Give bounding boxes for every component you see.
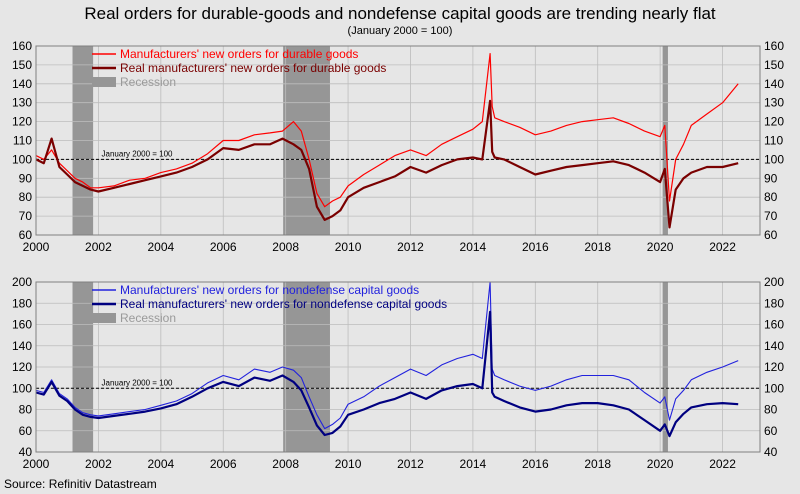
y-tick-label-right-90: 90 — [764, 171, 778, 185]
y-tick-label-left-140: 140 — [12, 339, 32, 353]
x-tick-label-2004: 2004 — [147, 240, 174, 254]
y-tick-label-left-80: 80 — [19, 190, 33, 204]
x-tick-label-2016: 2016 — [522, 457, 549, 471]
x-tick-label-2022: 2022 — [709, 240, 736, 254]
x-tick-label-2000: 2000 — [23, 457, 50, 471]
y-tick-label-right-70: 70 — [764, 209, 778, 223]
x-tick-label-2008: 2008 — [272, 240, 299, 254]
x-tick-label-2006: 2006 — [210, 457, 237, 471]
x-tick-label-2022: 2022 — [709, 457, 736, 471]
y-tick-label-left-40: 40 — [19, 445, 33, 459]
y-tick-label-left-90: 90 — [19, 171, 33, 185]
y-tick-label-left-100: 100 — [12, 381, 32, 395]
plot-border — [35, 281, 761, 453]
series-line-1 — [35, 52, 739, 208]
y-tick-label-right-80: 80 — [764, 403, 778, 417]
y-tick-label-right-110: 110 — [764, 134, 783, 148]
reference-line-label: January 2000 = 100 — [102, 378, 173, 387]
plot-border — [35, 45, 761, 236]
chart-panel-2: 40 40 60 60 80 80 100 100 120 120 140 140 160 160 180 1… — [12, 275, 784, 471]
y-tick-label-left-160: 160 — [12, 39, 32, 53]
x-tick-label-2010: 2010 — [335, 457, 362, 471]
y-tick-label-right-160: 160 — [764, 318, 784, 332]
x-tick-label-2020: 2020 — [647, 457, 674, 471]
y-tick-label-left-180: 180 — [12, 296, 32, 310]
source-note: Source: Refinitiv Datastream — [4, 477, 157, 491]
y-tick-label-right-180: 180 — [764, 296, 784, 310]
y-tick-label-left-80: 80 — [19, 403, 33, 417]
legend-swatch-recession — [92, 77, 116, 87]
y-tick-label-right-150: 150 — [764, 58, 784, 72]
legend-label-recession: Recession — [120, 311, 176, 325]
y-tick-label-right-100: 100 — [764, 152, 784, 166]
y-tick-label-right-40: 40 — [764, 445, 778, 459]
x-tick-label-2008: 2008 — [272, 457, 299, 471]
y-tick-label-right-130: 130 — [764, 96, 784, 110]
y-tick-label-left-120: 120 — [12, 360, 32, 374]
y-tick-label-right-140: 140 — [764, 339, 784, 353]
series-line-2 — [35, 310, 739, 438]
x-tick-label-2018: 2018 — [584, 457, 611, 471]
x-tick-label-2020: 2020 — [647, 240, 674, 254]
y-tick-label-right-160: 160 — [764, 39, 784, 53]
y-tick-label-right-60: 60 — [764, 424, 778, 438]
x-tick-label-2014: 2014 — [460, 240, 487, 254]
y-tick-label-left-120: 120 — [12, 115, 32, 129]
y-tick-label-left-160: 160 — [12, 318, 32, 332]
y-tick-label-right-60: 60 — [764, 228, 778, 242]
y-tick-label-right-120: 120 — [764, 115, 784, 129]
x-tick-label-2012: 2012 — [397, 457, 424, 471]
y-tick-label-left-70: 70 — [19, 209, 33, 223]
y-tick-label-right-120: 120 — [764, 360, 784, 374]
series-line-2 — [35, 99, 739, 229]
y-tick-label-left-150: 150 — [12, 58, 32, 72]
y-tick-label-right-140: 140 — [764, 77, 784, 91]
x-tick-label-2004: 2004 — [147, 457, 174, 471]
y-tick-label-left-130: 130 — [12, 96, 32, 110]
y-tick-label-left-100: 100 — [12, 152, 32, 166]
x-tick-label-2014: 2014 — [460, 457, 487, 471]
chart-panel-1: 60 60 70 70 80 80 90 90 100 100 110 110 120 120 130 130… — [12, 39, 784, 254]
chart-title: Real orders for durable-goods and nondef… — [84, 4, 716, 23]
x-tick-label-2002: 2002 — [85, 240, 112, 254]
y-tick-label-left-200: 200 — [12, 275, 32, 289]
reference-line-label: January 2000 = 100 — [102, 149, 173, 158]
y-tick-label-left-60: 60 — [19, 424, 33, 438]
x-tick-label-2018: 2018 — [584, 240, 611, 254]
x-tick-label-2016: 2016 — [522, 240, 549, 254]
y-tick-label-right-200: 200 — [764, 275, 784, 289]
legend-label-1: Manufacturers' new orders for durable go… — [120, 47, 358, 61]
legend-label-2: Real manufacturers' new orders for durab… — [120, 61, 386, 75]
x-tick-label-2000: 2000 — [23, 240, 50, 254]
y-tick-label-left-60: 60 — [19, 228, 33, 242]
legend-swatch-recession — [92, 313, 116, 323]
x-tick-label-2010: 2010 — [335, 240, 362, 254]
x-tick-label-2012: 2012 — [397, 240, 424, 254]
y-tick-label-left-110: 110 — [13, 134, 32, 148]
legend-label-1: Manufacturers' new orders for nondefense… — [120, 283, 419, 297]
chart-subtitle: (January 2000 = 100) — [347, 25, 453, 37]
legend-label-recession: Recession — [120, 75, 176, 89]
y-tick-label-left-140: 140 — [12, 77, 32, 91]
legend-label-2: Real manufacturers' new orders for nonde… — [120, 297, 447, 311]
x-tick-label-2002: 2002 — [85, 457, 112, 471]
x-tick-label-2006: 2006 — [210, 240, 237, 254]
series-line-1 — [35, 281, 739, 430]
y-tick-label-right-100: 100 — [764, 381, 784, 395]
y-tick-label-right-80: 80 — [764, 190, 778, 204]
